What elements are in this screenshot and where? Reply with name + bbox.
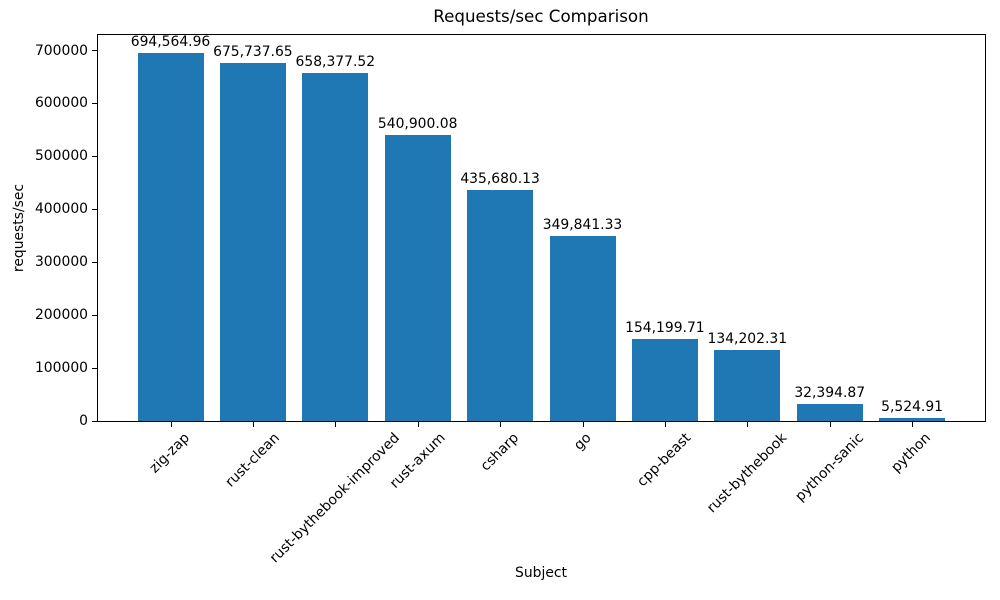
bar-value-label: 694,564.96 [130,34,211,51]
x-tick-mark [170,422,172,427]
bar [549,235,616,421]
bar-value-label: 540,900.08 [377,115,458,132]
x-tick-label: cpp-beast [634,430,695,490]
bar [467,190,534,421]
y-axis-label: requests/sec [11,183,27,273]
bar [219,63,286,421]
bar-value-label: 5,524.91 [881,399,944,416]
bar-value-label: 675,737.65 [213,44,293,61]
x-tick-mark [582,422,584,427]
y-tick-mark [92,102,97,104]
x-tick-mark [500,422,502,427]
y-tick-mark [92,314,97,316]
x-tick-mark [912,422,914,427]
y-tick-mark [92,367,97,369]
bar-value-label: 349,841.33 [542,216,623,233]
bar-value-label: 435,680.13 [460,171,540,188]
y-tick-mark [92,261,97,263]
bar [384,134,451,421]
bar-value-label: 154,199.71 [625,320,705,337]
y-tick-label: 100000 [34,360,88,377]
x-tick-mark [417,422,419,427]
y-tick-label: 200000 [34,307,88,324]
x-tick-mark [335,422,337,427]
x-tick-label: rust-clean [222,430,283,491]
plot-area: 0 100000 200000 300000 400000 500000 600000 700… [35,34,986,566]
x-tick-label: rust-bythebook-improved [266,430,403,567]
bar [879,418,946,421]
bar [796,403,863,421]
x-tick-label: python-sanic [791,430,867,505]
bar-value-label: 32,394.87 [794,384,866,401]
y-tick-mark [92,208,97,210]
x-tick-label: csharp [477,430,522,475]
bar [631,339,698,421]
y-tick-label: 300000 [34,254,88,271]
x-tick-label: zig-zap [146,430,194,477]
y-tick-label: 700000 [34,42,88,59]
bar [714,349,781,421]
x-tick-label: go [570,430,595,454]
y-tick-label: 600000 [34,95,88,112]
x-tick-mark [747,422,749,427]
y-tick-mark [92,420,97,422]
bar [137,53,204,421]
x-tick-mark [664,422,666,427]
x-tick-label: rust-bythebook [703,430,791,517]
bar-value-label: 658,377.52 [295,53,376,70]
x-axis-label: Subject [515,565,567,581]
bar [302,72,369,421]
chart-title: Requests/sec Comparison [433,6,649,26]
y-tick-mark [92,155,97,157]
x-tick-label: python [888,430,935,476]
x-tick-mark [829,422,831,427]
bar-value-label: 134,202.31 [707,330,788,347]
x-tick-mark [252,422,254,427]
y-tick-label: 500000 [34,148,88,165]
y-tick-label: 0 [79,413,88,429]
y-tick-mark [92,50,97,51]
y-tick-label: 400000 [34,201,88,218]
